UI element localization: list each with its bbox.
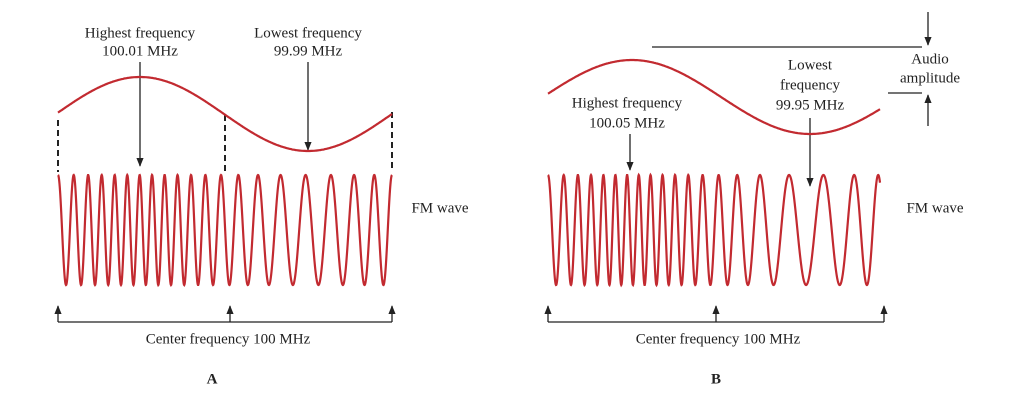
fm-wave <box>547 172 882 288</box>
lowest-label: frequency <box>780 77 840 93</box>
highest-label: Highest frequency <box>85 25 196 41</box>
lowest-value: 99.95 MHz <box>776 97 845 113</box>
audio-label: Audio <box>911 51 949 67</box>
fm-wave <box>57 172 393 288</box>
panel-a: Highest frequency 100.01 MHz Lowest freq… <box>54 25 469 387</box>
center-label: Center frequency 100 MHz <box>636 331 801 347</box>
audio-label: amplitude <box>900 70 960 86</box>
wave-label: FM wave <box>906 200 963 216</box>
highest-label: Highest frequency <box>572 95 683 111</box>
panel-label: A <box>207 371 218 387</box>
lowest-label: Lowest <box>788 57 833 73</box>
panel-label: B <box>711 371 721 387</box>
highest-value: 100.05 MHz <box>589 115 665 131</box>
audio-signal <box>547 58 881 136</box>
highest-value: 100.01 MHz <box>102 43 178 59</box>
panel-b: Audio amplitude Highest frequency 100.05… <box>544 12 964 387</box>
wave-label: FM wave <box>411 200 468 216</box>
audio-signal <box>57 75 393 153</box>
lowest-label: Lowest frequency <box>254 25 362 41</box>
center-label: Center frequency 100 MHz <box>146 331 311 347</box>
lowest-value: 99.99 MHz <box>274 43 343 59</box>
